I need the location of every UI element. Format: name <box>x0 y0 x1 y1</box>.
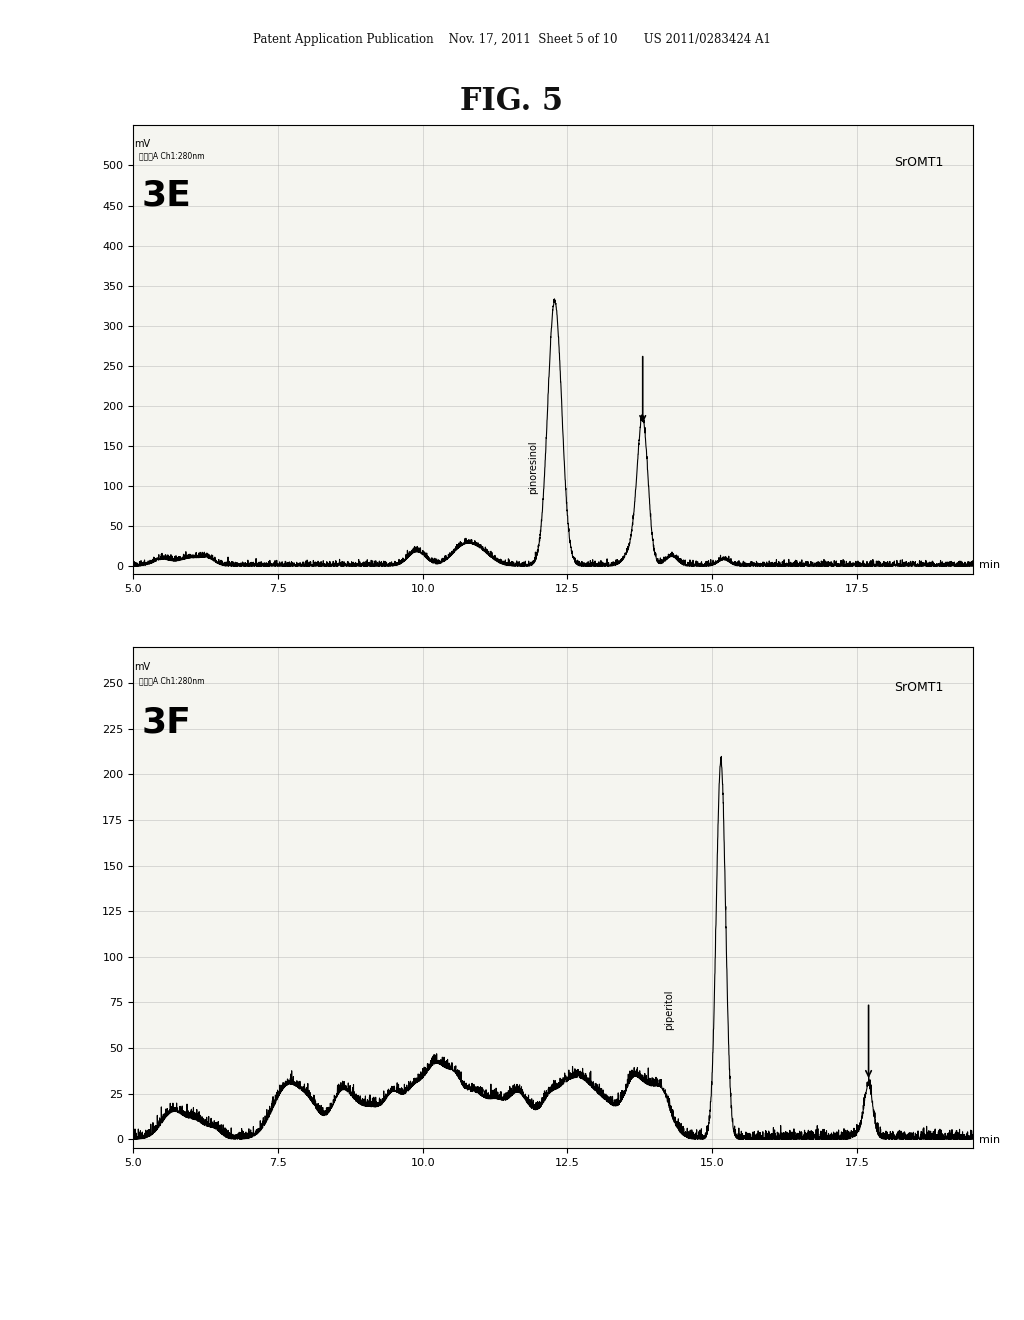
Text: 3F: 3F <box>141 706 191 741</box>
Text: FIG. 5: FIG. 5 <box>461 86 563 116</box>
Text: min: min <box>979 560 999 570</box>
Text: SrOMT1: SrOMT1 <box>895 681 944 694</box>
Text: Patent Application Publication    Nov. 17, 2011  Sheet 5 of 10       US 2011/028: Patent Application Publication Nov. 17, … <box>253 33 771 46</box>
Text: mV: mV <box>134 139 151 149</box>
Text: min: min <box>979 1135 999 1144</box>
Text: piperitol: piperitol <box>664 990 674 1030</box>
Text: 核出器A Ch1:280nm: 核出器A Ch1:280nm <box>139 152 205 161</box>
Text: SrOMT1: SrOMT1 <box>895 156 944 169</box>
Text: 核出器A Ch1:280nm: 核出器A Ch1:280nm <box>139 676 205 685</box>
Text: pinoresinol: pinoresinol <box>527 441 538 494</box>
Text: mV: mV <box>134 661 151 672</box>
Text: 3E: 3E <box>141 178 191 213</box>
